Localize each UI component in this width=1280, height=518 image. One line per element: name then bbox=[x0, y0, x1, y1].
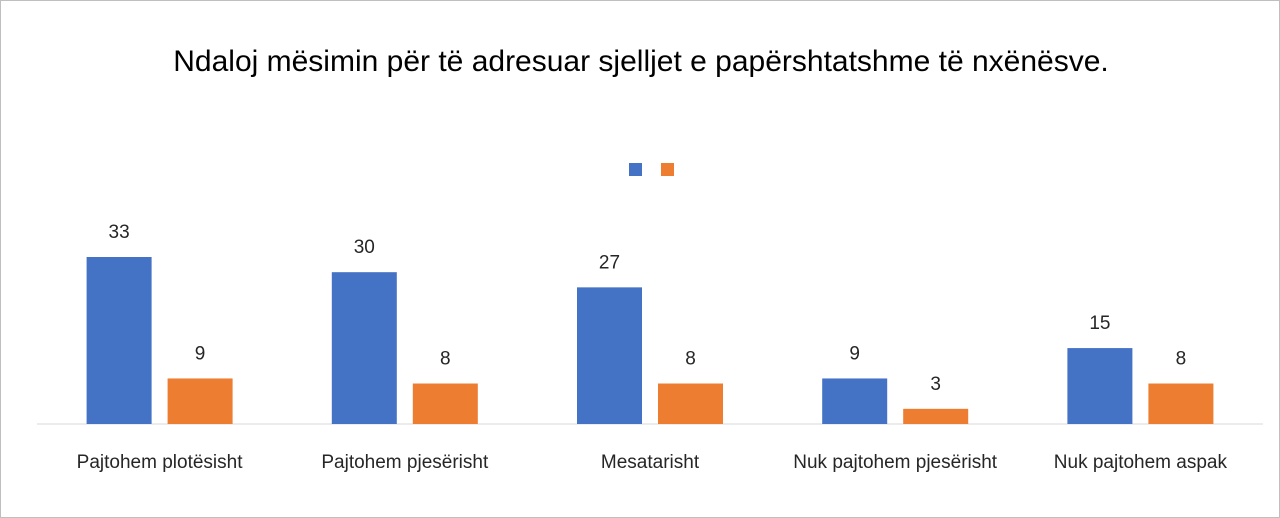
bar bbox=[412, 383, 478, 424]
data-label: 33 bbox=[109, 222, 130, 243]
bar bbox=[822, 378, 888, 424]
x-tick-label: Nuk pajtohem pjesërisht bbox=[793, 452, 998, 473]
data-label: 3 bbox=[930, 374, 941, 395]
data-label: 30 bbox=[354, 237, 375, 258]
legend-swatch bbox=[661, 163, 674, 176]
data-label: 8 bbox=[685, 349, 696, 370]
bar bbox=[86, 257, 152, 424]
data-label: 8 bbox=[440, 349, 451, 370]
bar bbox=[577, 287, 642, 424]
data-label: 9 bbox=[195, 343, 206, 364]
bar bbox=[903, 408, 969, 424]
x-tick-label: Pajtohem pjesërisht bbox=[321, 452, 489, 473]
data-label: 9 bbox=[849, 343, 860, 364]
chart-title: Ndaloj mësimin për të adresuar sjelljet … bbox=[173, 45, 1109, 78]
data-label: 15 bbox=[1089, 313, 1110, 334]
bar bbox=[658, 383, 723, 424]
bar bbox=[1148, 383, 1214, 424]
x-tick-label: Pajtohem plotësisht bbox=[76, 452, 243, 473]
bar bbox=[167, 378, 233, 424]
x-tick-label: Nuk pajtohem aspak bbox=[1053, 452, 1227, 473]
data-label: 8 bbox=[1176, 349, 1187, 370]
bar bbox=[331, 272, 397, 424]
legend-swatch bbox=[629, 163, 642, 176]
bar bbox=[1067, 348, 1133, 424]
data-label: 27 bbox=[599, 252, 620, 273]
x-tick-label: Mesatarisht bbox=[600, 452, 700, 473]
